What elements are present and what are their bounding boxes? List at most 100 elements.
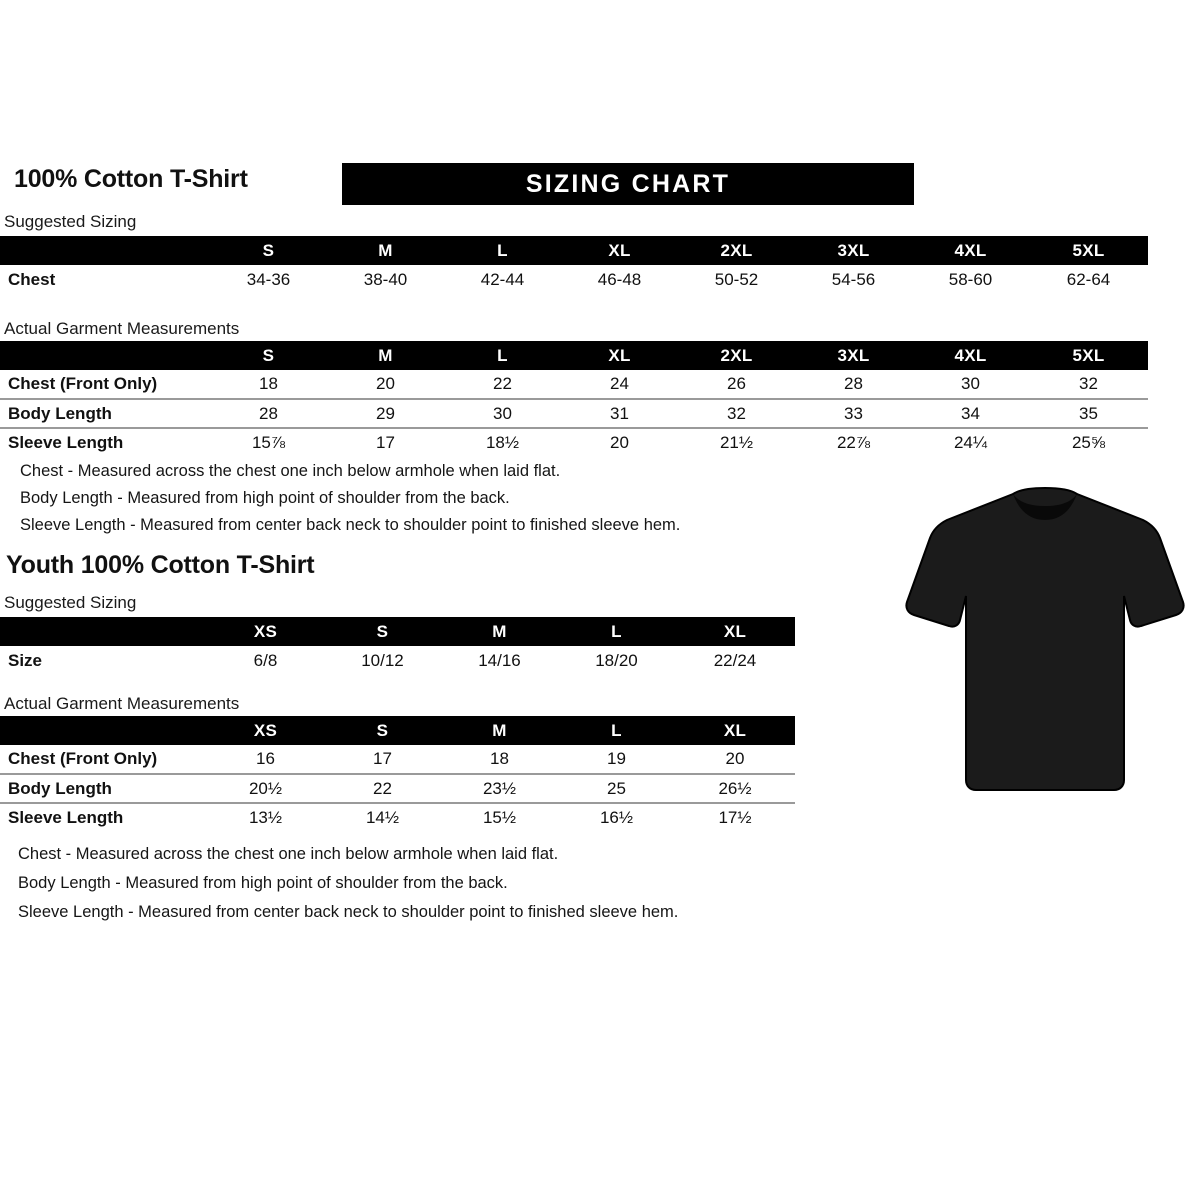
youth-actual-cell: 19	[558, 745, 675, 774]
youth-actual-cell: 22	[324, 773, 441, 803]
adult-suggested-header-xl: XL	[608, 240, 631, 260]
table-body: Size 6/8 10/12 14/16 18/20 22/24	[0, 646, 795, 675]
adult-suggested-cell: 42-44	[444, 265, 561, 294]
youth-suggested-cell: 14/16	[441, 646, 558, 675]
adult-actual-cell: 25⅝	[1029, 427, 1148, 457]
youth-suggested-header-corner	[0, 617, 207, 646]
black-t-shirt-image	[895, 480, 1195, 810]
table-row: Sleeve Length 13½ 14½ 15½ 16½ 17½	[0, 802, 795, 832]
adult-actual-row-label: Sleeve Length	[0, 427, 210, 457]
headline-row: 100% Cotton T-Shirt SIZING CHART	[8, 163, 1192, 209]
adult-actual-header-4xl: 4XL	[954, 345, 987, 365]
youth-suggested-header-m: M	[492, 621, 507, 641]
youth-actual-row-label: Body Length	[0, 773, 207, 803]
adult-actual-cell: 20	[561, 427, 678, 457]
adult-suggested-header-l: L	[497, 240, 508, 260]
table-header-row: S M L XL 2XL 3XL 4XL 5XL	[0, 236, 1148, 265]
adult-actual-cell: 30	[912, 370, 1029, 399]
youth-suggested-cell: 10/12	[324, 646, 441, 675]
adult-actual-cell: 22⅞	[795, 427, 912, 457]
youth-actual-header-s: S	[376, 720, 389, 740]
adult-suggested-header-corner	[0, 236, 210, 265]
page-title: 100% Cotton T-Shirt	[14, 165, 248, 193]
youth-actual-header-l: L	[611, 720, 622, 740]
table-row: Body Length 28 29 30 31 32 33 34 35	[0, 398, 1148, 428]
table-header-row: XS S M L XL	[0, 716, 795, 745]
adult-actual-cell: 32	[1029, 370, 1148, 399]
youth-note-sleeve-length: Sleeve Length - Measured from center bac…	[18, 903, 679, 921]
adult-actual-header-xl: XL	[608, 345, 631, 365]
youth-note-body-length: Body Length - Measured from high point o…	[18, 874, 508, 892]
adult-suggested-cell: 50-52	[678, 265, 795, 294]
adult-suggested-cell: 38-40	[327, 265, 444, 294]
t-shirt-icon	[905, 486, 1185, 791]
youth-actual-cell: 17½	[675, 802, 795, 832]
adult-actual-header-corner	[0, 341, 210, 370]
youth-actual-cell: 16	[207, 745, 324, 774]
adult-suggested-cell: 54-56	[795, 265, 912, 294]
adult-actual-cell: 15⅞	[210, 427, 327, 457]
table-header-row: S M L XL 2XL 3XL 4XL 5XL	[0, 341, 1148, 370]
adult-suggested-header-4xl: 4XL	[954, 240, 987, 260]
adult-actual-cell: 32	[678, 398, 795, 428]
table-body: Chest (Front Only) 16 17 18 19 20 Body Length 2…	[0, 745, 795, 832]
youth-actual-cell: 23½	[441, 773, 558, 803]
youth-actual-header-xs: XS	[253, 720, 278, 740]
youth-actual-row-label: Sleeve Length	[0, 802, 207, 832]
table-row: Size 6/8 10/12 14/16 18/20 22/24	[0, 646, 795, 675]
adult-actual-measurements-table: S M L XL 2XL 3XL 4XL 5XL Chest (Front Only) 18 20…	[0, 341, 1148, 457]
adult-suggested-sizing-table: S M L XL 2XL 3XL 4XL 5XL Chest 34-36 38-40 42-44 46…	[0, 236, 1148, 294]
table-row: Sleeve Length 15⅞ 17 18½ 20 21½ 22⅞ 24¼ 25⅝	[0, 427, 1148, 457]
adult-suggested-header-2xl: 2XL	[720, 240, 753, 260]
adult-actual-cell: 35	[1029, 398, 1148, 428]
youth-suggested-cell: 18/20	[558, 646, 675, 675]
youth-actual-measurements-table: XS S M L XL Chest (Front Only) 16 17 18 19 20 Body…	[0, 716, 795, 832]
table-header-row: XS S M L XL	[0, 617, 795, 646]
adult-actual-header-3xl: 3XL	[837, 345, 870, 365]
adult-actual-header-l: L	[497, 345, 508, 365]
adult-actual-cell: 17	[327, 427, 444, 457]
table-body: Chest 34-36 38-40 42-44 46-48 50-52 54-56 58-60…	[0, 265, 1148, 294]
youth-actual-cell: 25	[558, 773, 675, 803]
adult-actual-measurements-label: Actual Garment Measurements	[4, 319, 240, 338]
adult-actual-cell: 24	[561, 370, 678, 399]
adult-suggested-cell: 34-36	[210, 265, 327, 294]
youth-actual-cell: 18	[441, 745, 558, 774]
adult-suggested-header-5xl: 5XL	[1072, 240, 1105, 260]
adult-suggested-header-3xl: 3XL	[837, 240, 870, 260]
youth-actual-measurements-label: Actual Garment Measurements	[4, 694, 240, 713]
adult-actual-cell: 28	[795, 370, 912, 399]
adult-actual-cell: 30	[444, 398, 561, 428]
youth-note-chest: Chest - Measured across the chest one in…	[18, 845, 559, 863]
adult-actual-cell: 34	[912, 398, 1029, 428]
youth-actual-cell: 16½	[558, 802, 675, 832]
adult-actual-cell: 26	[678, 370, 795, 399]
youth-suggested-cell: 6/8	[207, 646, 324, 675]
adult-note-sleeve-length: Sleeve Length - Measured from center bac…	[20, 516, 681, 534]
youth-actual-cell: 15½	[441, 802, 558, 832]
table-row: Body Length 20½ 22 23½ 25 26½	[0, 773, 795, 803]
youth-actual-header-m: M	[492, 720, 507, 740]
adult-suggested-sizing-label: Suggested Sizing	[4, 212, 137, 231]
sizing-chart-banner-label: SIZING CHART	[525, 169, 731, 198]
youth-suggested-header-s: S	[376, 621, 389, 641]
adult-suggested-header-m: M	[378, 240, 393, 260]
youth-actual-cell: 26½	[675, 773, 795, 803]
youth-actual-cell: 20	[675, 745, 795, 774]
adult-actual-cell: 18	[210, 370, 327, 399]
adult-actual-header-m: M	[378, 345, 393, 365]
youth-actual-cell: 13½	[207, 802, 324, 832]
adult-actual-cell: 22	[444, 370, 561, 399]
adult-note-chest: Chest - Measured across the chest one in…	[20, 462, 561, 480]
youth-actual-cell: 14½	[324, 802, 441, 832]
adult-actual-cell: 21½	[678, 427, 795, 457]
youth-actual-header-corner	[0, 716, 207, 745]
youth-suggested-cell: 22/24	[675, 646, 795, 675]
adult-actual-cell: 20	[327, 370, 444, 399]
youth-suggested-row-label: Size	[0, 646, 207, 675]
adult-actual-row-label: Body Length	[0, 398, 210, 428]
table-row: Chest 34-36 38-40 42-44 46-48 50-52 54-56 58-60…	[0, 265, 1148, 294]
adult-actual-cell: 29	[327, 398, 444, 428]
youth-actual-cell: 20½	[207, 773, 324, 803]
